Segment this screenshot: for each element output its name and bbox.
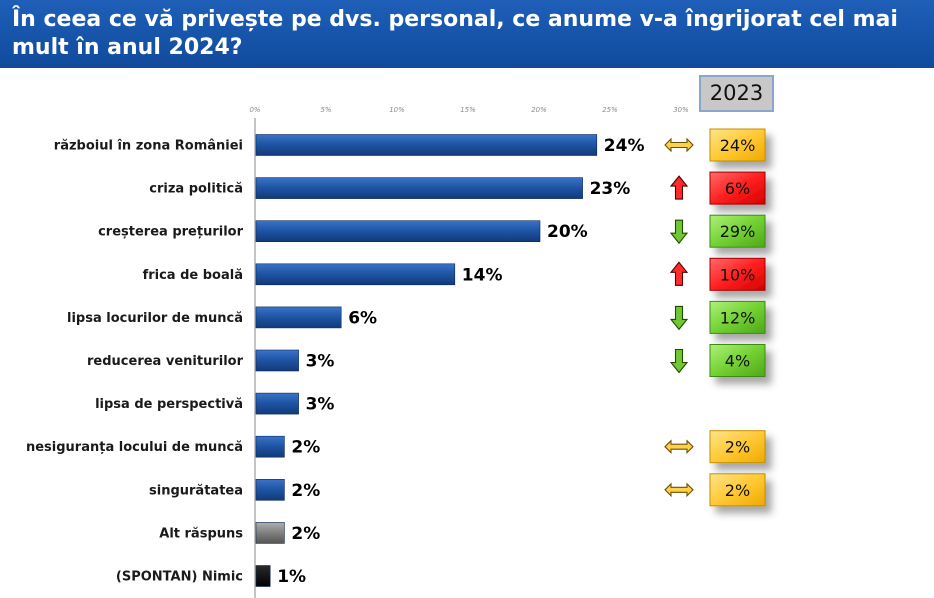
x-tick-label: 10% — [389, 106, 405, 114]
comparison-year-label: 2023 — [699, 75, 774, 112]
value-label: 3% — [306, 395, 335, 415]
comparison-box-2023 — [709, 171, 766, 205]
x-tick-label: 25% — [602, 106, 618, 114]
comparison-box-2023 — [709, 257, 766, 291]
comparison-box-2023 — [709, 344, 766, 377]
bar — [255, 522, 285, 544]
value-label: 24% — [604, 136, 645, 156]
comparison-value-2023: 10% — [720, 265, 756, 284]
bar — [255, 435, 285, 458]
bar — [255, 392, 299, 415]
category-label: lipsa de perspectivă — [95, 397, 243, 412]
bar — [255, 565, 271, 587]
value-label: 2% — [291, 481, 320, 501]
up-arrow-icon — [669, 175, 689, 200]
value-label: 6% — [348, 308, 377, 328]
title-bar: În ceea ce vă privește pe dvs. personal,… — [0, 0, 934, 68]
value-label: 1% — [277, 567, 306, 587]
comparison-value-2023: 2% — [725, 438, 750, 457]
value-label: 14% — [462, 265, 503, 285]
comparison-box-2023 — [709, 300, 766, 334]
comparison-value-2023: 6% — [725, 179, 750, 198]
comparison-value-2023: 29% — [720, 222, 756, 241]
comparison-box-2023 — [709, 214, 766, 248]
value-label: 3% — [306, 352, 335, 372]
category-label: lipsa locurilor de muncă — [67, 311, 243, 326]
x-tick-label: 15% — [460, 106, 476, 114]
down-arrow-icon — [669, 348, 689, 374]
chart-title: În ceea ce vă privește pe dvs. personal,… — [12, 7, 898, 60]
comparison-value-2023: 4% — [725, 352, 750, 371]
bar — [255, 220, 541, 242]
value-label: 20% — [547, 222, 588, 242]
value-label: 2% — [291, 438, 320, 458]
up-arrow-icon — [669, 261, 689, 286]
category-label: frica de boală — [143, 268, 243, 283]
bar — [255, 478, 285, 501]
x-tick-label: 5% — [320, 106, 331, 114]
value-label: 2% — [291, 524, 320, 544]
category-label: Alt răspuns — [159, 526, 243, 541]
comparison-value-2023: 2% — [725, 481, 750, 500]
category-label: (SPONTAN) Nimic — [116, 570, 243, 585]
comparison-box-2023 — [709, 473, 766, 507]
x-tick-label: 20% — [531, 106, 547, 114]
category-label: singurătatea — [149, 483, 243, 498]
comparison-value-2023: 24% — [720, 136, 756, 155]
x-tick-label: 30% — [673, 106, 689, 114]
category-label: criza politică — [149, 182, 243, 197]
comparison-box-2023 — [709, 128, 766, 162]
equal-arrow-icon — [664, 482, 694, 498]
bar — [255, 306, 342, 329]
bar — [255, 177, 583, 199]
equal-arrow-icon — [664, 439, 694, 455]
category-label: reducerea veniturilor — [87, 354, 244, 369]
value-label: 23% — [590, 179, 631, 199]
bar — [255, 263, 456, 286]
down-arrow-icon — [669, 219, 689, 245]
category-label: nesiguranța locului de muncă — [26, 440, 243, 455]
comparison-box-2023 — [709, 430, 766, 464]
bar — [255, 134, 598, 156]
bar — [255, 349, 299, 372]
x-tick-label: 0% — [249, 106, 260, 114]
comparison-value-2023: 12% — [720, 308, 756, 327]
equal-arrow-icon — [664, 137, 694, 153]
category-label: creșterea prețurilor — [98, 225, 243, 240]
category-label: războiul în zona României — [54, 139, 243, 154]
down-arrow-icon — [669, 305, 689, 331]
